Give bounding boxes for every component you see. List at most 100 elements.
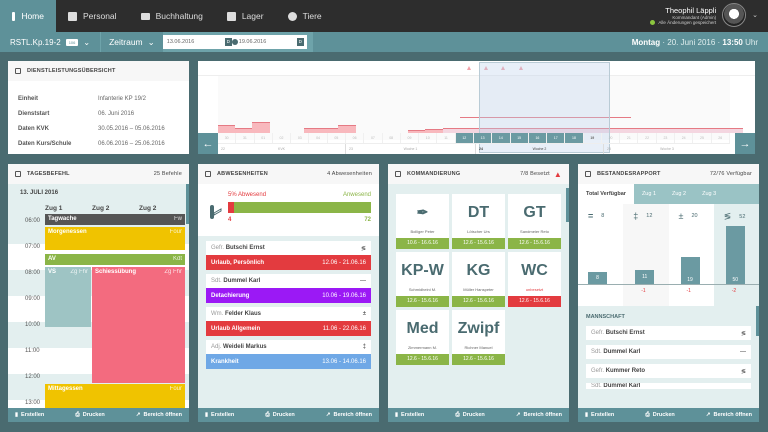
print-button[interactable]: ⎙ Drucken [265,411,295,419]
rank-adjutant-icon: ‡ [362,344,366,350]
rank-soldat-icon: — [360,278,366,284]
assignment-card[interactable]: KG Müller Hanspeter 12.6 - 15.6.16 [452,252,505,307]
list-item[interactable]: Sdt. Dummel Karl — Detachierung 10.06 - 19.… [206,274,371,303]
list-item[interactable]: Sdt. Dummel Karl [586,383,751,389]
strength-chart: = 8 8 ‡ 12 11 -1 ±20 19 -1 ≶ 52 50 -2 [578,204,759,306]
overview-list: Einheit Infanterie KP 19/2 Dienststart 06.… [18,95,165,147]
assignment-card-unfilled[interactable]: WC unbesetzt 12.6 - 15.6.16 [508,252,561,307]
tab-lager[interactable]: Lager [215,0,276,32]
assignment-card[interactable]: ✒ Bolliger Peter 10.6 - 16.6.16 [396,194,449,249]
file-icon: ▮ [585,412,589,418]
panel-header: KOMMANDIERUNG 7/8 Besetzt ▲ [388,164,569,184]
panel-header: ABWESENHEITEN 4 Abwesenheiten [198,164,379,184]
scrollbar[interactable] [756,306,759,336]
strength-tabs: Total Verfügbar Zug 1 Zug 2 Zug 3 [578,184,759,204]
printer-icon: ⎙ [265,411,270,418]
service-period-line [460,117,631,118]
list-item[interactable]: Gefr. Butschi Ernst ≶ [586,326,751,340]
calendar-icon[interactable]: D [224,38,232,46]
warning-icon[interactable] [484,66,488,70]
swiss-knife-icon [210,205,222,219]
book-icon [15,171,21,177]
date-from-input[interactable]: 13.06.2016 D [162,35,235,49]
expand-icon: ↗ [135,412,141,418]
rank-gefreiter-icon: ≶ [740,368,746,375]
user-name: Theophil Läppli [665,5,717,15]
tab-tiere[interactable]: Tiere [276,0,334,32]
event-tagwache[interactable]: Tagwache Fw [45,214,185,225]
event-morgenessen[interactable]: Morgenessen Four [45,227,185,250]
event-vs[interactable]: VS Zg Fhr [45,267,91,327]
panel-footer: ▮ Erstellen ⎙ Drucken ↗ Bereich öffnen [578,408,759,422]
assignment-card[interactable]: DT Lötscher Urs 12.6 - 15.6.16 [452,194,505,249]
credit-card-icon [140,12,150,20]
assignment-card[interactable]: Med Zimmermann M. 12.6 - 15.6.16 [396,310,449,365]
service-timeline[interactable]: 30 31 01 02 03 04 05 06 07 08 09 10 11 12 13 14 15 16 17 18… [198,61,755,154]
warning-icon[interactable] [519,66,523,70]
list-item[interactable]: Adj. Weideli Markus ‡ Krankheit 13.06 - 14.… [206,340,371,369]
user-role: Kommandant (Admin) [672,14,717,20]
rank-gefreiter-icon: ≶ [740,330,746,337]
calendar-icon[interactable]: D [296,38,304,46]
timeline-next-button[interactable]: → [735,133,755,154]
schedule: 13. JULI 2016 Zug 1 Zug 2 Zug 2 06:00 07… [8,184,189,408]
scrollbar[interactable] [566,188,569,222]
kommandierung-panel: KOMMANDIERUNG 7/8 Besetzt ▲ ✒ Bolliger Pete… [388,164,569,422]
event-schiessuebung[interactable]: Schiessübung Zg Fhr [92,267,185,383]
tab-buchhaltung[interactable]: Buchhaltung [129,0,215,32]
event-av[interactable]: AV Kdt [45,254,185,265]
list-item[interactable]: Gefr. Butschi Ernst ≶ Urlaub, Persönlich 12… [206,241,371,270]
expand-icon: ↗ [515,412,521,418]
tab-zug-1[interactable]: Zug 1 [641,191,657,197]
list-item[interactable]: Gefr. Kummer Reto ≶ [586,364,751,378]
assignment-card[interactable]: GT Sandmeier Reto 12.6 - 15.6.16 [508,194,561,249]
print-button[interactable]: ⎙ Drucken [645,411,675,419]
open-area-button[interactable]: ↗ Bereich öffnen [325,412,372,418]
assignment-card[interactable]: KP-W Schmidheini M. 12.6 - 15.6.16 [396,252,449,307]
schedule-date: 13. JULI 2016 [20,190,59,196]
create-button[interactable]: ▮ Erstellen [15,412,45,418]
warning-icon[interactable] [467,66,471,70]
chevron-down-icon[interactable]: ⌄ [752,12,758,19]
panel-footer: ▮ Erstellen ⎙ Drucken ↗ Bereich öffnen [198,408,379,422]
tab-personal[interactable]: Personal [56,0,129,32]
print-button[interactable]: ⎙ Drucken [75,411,105,419]
list-item[interactable]: Wm. Felder Klaus ± Urlaub Allgemein 11.06 -… [206,307,371,336]
avatar[interactable] [722,3,747,27]
date-range: 13.06.2016 D 19.06.2016 D [162,32,313,52]
date-to-input[interactable]: 19.06.2016 D [234,35,307,49]
printer-icon: ⎙ [645,411,650,418]
timeline-prev-button[interactable]: ← [198,133,218,154]
tab-zug-2[interactable]: Zug 2 [672,191,687,197]
top-navigation: Home Personal Buchhaltung Lager Tiere Th… [0,0,768,32]
list-item[interactable]: Sdt. Dummel Karl — [586,345,751,359]
open-area-button[interactable]: ↗ Bereich öffnen [135,412,182,418]
unit-selector[interactable]: RSTL.Kp.19-2 106 ⌄ [0,32,102,52]
print-button[interactable]: ⎙ Drucken [455,411,485,419]
rank-mannschaft-icon: ≶ [723,211,732,221]
assignment-grid: ✒ Bolliger Peter 10.6 - 16.6.16 DT Lötscher… [388,184,569,408]
day-strip: 30 31 01 02 03 04 05 06 07 08 09 10 11 12 13 14 15 16 17 18… [218,133,730,143]
rank-offizier-icon: = [588,211,594,221]
abwesenheiten-panel: ABWESENHEITEN 4 Abwesenheiten 5% Abwesend… [198,164,379,422]
create-button[interactable]: ▮ Erstellen [585,412,615,418]
tab-zug-3[interactable]: Zug 3 [702,191,717,197]
printer-icon: ⎙ [455,411,460,418]
tab-home[interactable]: Home [0,0,56,32]
warning-icon[interactable] [501,66,505,70]
create-button[interactable]: ▮ Erstellen [205,412,235,418]
scrollbar[interactable] [186,184,189,224]
unit-badge: 106 [65,38,79,46]
status-dot-icon [650,19,656,25]
tab-total[interactable]: Total Verfügbar [578,184,634,204]
create-button[interactable]: ▮ Erstellen [395,412,425,418]
open-area-button[interactable]: ↗ Bereich öffnen [515,412,562,418]
current-datetime: Montag · 20. Juni 2016 · 13:50 Uhr [631,38,758,47]
warning-icon: ▲ [553,169,562,179]
event-mittagessen[interactable]: Mittagessen Four [45,384,185,408]
open-area-button[interactable]: ↗ Bereich öffnen [705,412,752,418]
period-selector[interactable]: Zeitraum ⌄ [109,36,155,48]
attendance-summary: 5% Abwesend Anwesend 4 72 [198,184,379,236]
user-menu[interactable]: Theophil Läppli Kommandant (Admin) Alle … [650,3,758,27]
assignment-card[interactable]: Zwipf Richner Manuel 12.6 - 15.6.16 [452,310,505,365]
